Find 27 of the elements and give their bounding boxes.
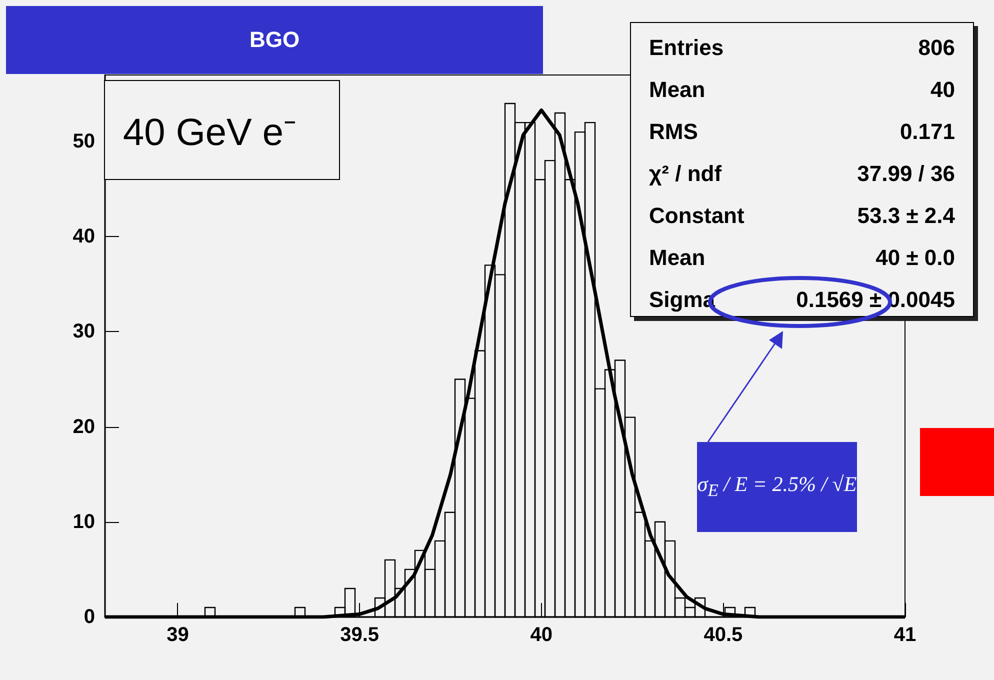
- annotation: σ$_{E}$ / E = 2.5% / √E: [697, 472, 857, 502]
- text: 806: [918, 35, 955, 61]
- x-tick-label: 39.5: [340, 624, 380, 646]
- y-tick-label: 30: [72, 320, 95, 343]
- y-tick-label: 10: [72, 510, 95, 533]
- annotation: 40 ± 0.0: [876, 245, 955, 271]
- annotation: Mean: [649, 245, 706, 271]
- formula-box: σ$_{E}$ / E = 2.5% / √E: [697, 442, 857, 532]
- x-tick-label: 40.5: [704, 624, 743, 646]
- annotation: Mean: [649, 77, 706, 103]
- annotation: 37.99 / 36: [857, 161, 955, 187]
- y-tick-label: 40: [72, 226, 95, 248]
- x-tick-label: 39: [166, 624, 189, 646]
- chart-title: BGO: [6, 6, 543, 74]
- text: 40: [930, 77, 955, 103]
- annotation: 53.3 ± 2.4: [857, 203, 955, 229]
- y-tick-label: 20: [72, 416, 95, 438]
- x-tick-label: 41: [894, 624, 916, 646]
- text: 40 GeV e⁻: [104, 80, 340, 180]
- annotation: Constant: [649, 203, 744, 229]
- x-tick-label: 40: [530, 624, 552, 646]
- annotation: 0.171: [900, 119, 955, 145]
- text: Entries: [649, 35, 724, 61]
- y-tick-label: 0: [84, 606, 95, 628]
- y-tick-label: 50: [72, 130, 95, 153]
- annotation: χ² / ndf: [649, 161, 722, 187]
- annotation: RMS: [649, 119, 698, 145]
